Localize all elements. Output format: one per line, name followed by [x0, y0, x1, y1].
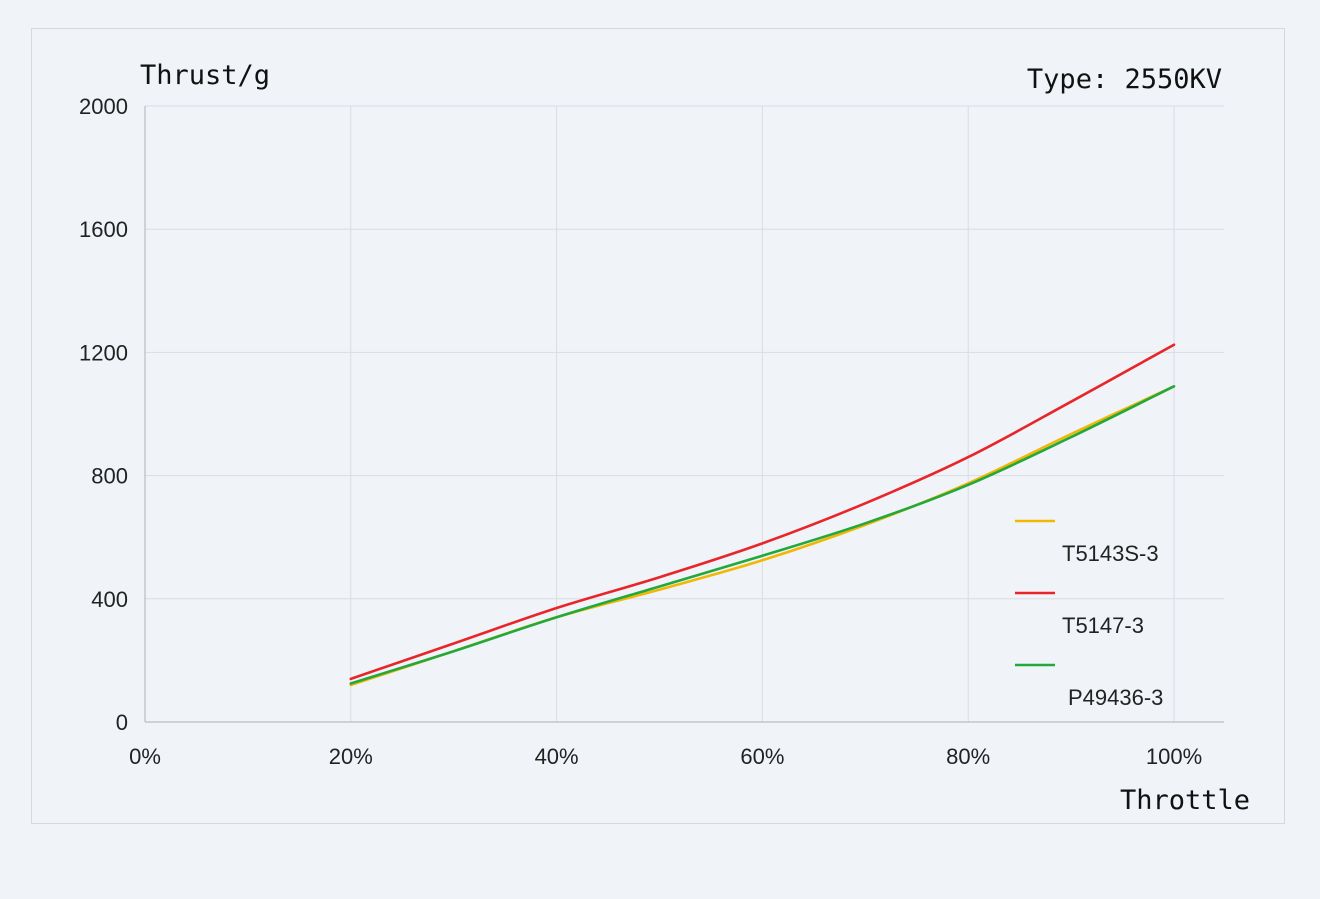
x-tick-label: 20%: [329, 744, 373, 769]
x-tick-label: 100%: [1146, 744, 1202, 769]
y-tick-label: 800: [91, 464, 128, 489]
x-tick-label: 80%: [946, 744, 990, 769]
grid: [145, 105, 1224, 722]
legend-label: P49436-3: [1068, 685, 1163, 710]
series-line-p49436-3: [349, 385, 1176, 685]
series-line-t5147-3: [349, 343, 1176, 681]
legend: T5143S-3 T5147-3 P49436-3: [1015, 519, 1163, 710]
y-tick-label: 2000: [79, 94, 128, 119]
legend-label: T5143S-3: [1062, 541, 1159, 566]
tick-labels: 0 400 800 1200 1600 2000 0% 20% 40% 60% 80% 100%: [79, 94, 1202, 769]
axes: [144, 106, 1224, 723]
series-lines: [349, 343, 1176, 687]
chart-title: Type: 2550KV: [1027, 64, 1222, 95]
y-tick-label: 1600: [79, 217, 128, 242]
y-axis-title: Thrust/g: [140, 60, 270, 91]
x-tick-label: 0%: [129, 744, 161, 769]
legend-label: T5147-3: [1062, 613, 1144, 638]
x-tick-label: 60%: [740, 744, 784, 769]
y-tick-label: 0: [116, 710, 128, 735]
x-axis-title: Throttle: [1120, 785, 1250, 816]
chart-frame: [31, 28, 1285, 824]
y-tick-label: 400: [91, 587, 128, 612]
x-tick-label: 40%: [535, 744, 579, 769]
y-tick-label: 1200: [79, 340, 128, 365]
